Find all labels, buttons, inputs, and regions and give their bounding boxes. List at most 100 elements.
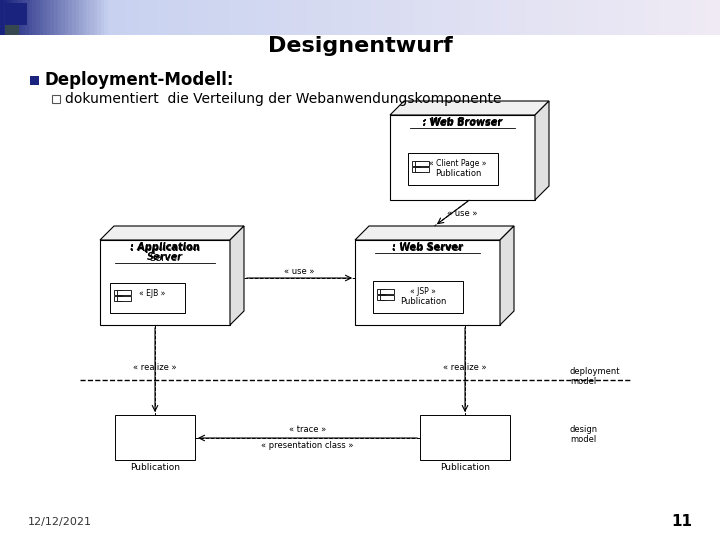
Bar [605, 0, 609, 35]
Bar [436, 0, 440, 35]
Bar [558, 0, 562, 35]
Bar [446, 0, 451, 35]
Bar [223, 0, 228, 35]
Bar [158, 0, 163, 35]
Bar [371, 0, 375, 35]
Bar [420, 415, 510, 460]
Text: « use »: « use » [446, 208, 477, 218]
Bar [378, 0, 382, 35]
Bar [191, 0, 195, 35]
Bar [176, 0, 181, 35]
Bar [234, 0, 238, 35]
Text: Publication: Publication [435, 170, 481, 179]
Bar [407, 0, 411, 35]
Bar [652, 0, 656, 35]
Bar [230, 0, 235, 35]
Bar [377, 295, 385, 300]
Text: Deployment-Modell:: Deployment-Modell: [45, 71, 235, 89]
Bar [580, 0, 584, 35]
Bar [22, 0, 26, 35]
Bar [479, 0, 483, 35]
Bar [374, 0, 379, 35]
Bar [50, 0, 55, 35]
Bar [392, 0, 397, 35]
Bar [493, 0, 498, 35]
Bar [641, 0, 645, 35]
Bar [0, 0, 4, 35]
Polygon shape [230, 226, 244, 325]
Bar [313, 0, 318, 35]
Bar [364, 0, 368, 35]
Bar [263, 0, 267, 35]
Bar [11, 0, 15, 35]
Bar [36, 0, 40, 35]
Bar [79, 0, 84, 35]
Bar [101, 0, 105, 35]
Bar [335, 0, 339, 35]
Bar [373, 281, 463, 313]
Bar [306, 0, 310, 35]
Bar [356, 0, 361, 35]
Bar [415, 167, 429, 172]
Text: : Web Browser: : Web Browser [423, 117, 502, 127]
Bar [202, 0, 206, 35]
Bar [702, 0, 706, 35]
Bar [104, 0, 109, 35]
Bar [412, 161, 420, 166]
Bar [612, 0, 616, 35]
Bar [450, 0, 454, 35]
Bar [4, 0, 8, 35]
Bar [500, 0, 505, 35]
Bar [115, 0, 120, 35]
Bar [698, 0, 703, 35]
Bar [18, 0, 22, 35]
Bar [526, 0, 530, 35]
Bar [320, 0, 325, 35]
Bar [590, 0, 595, 35]
Bar [594, 0, 598, 35]
Text: design: design [570, 426, 598, 435]
Bar [412, 167, 420, 172]
Bar [475, 0, 480, 35]
Bar [396, 0, 400, 35]
Bar [277, 0, 282, 35]
Bar [97, 0, 102, 35]
Bar [126, 0, 130, 35]
Bar [114, 290, 122, 295]
Bar [608, 0, 613, 35]
Bar [562, 0, 566, 35]
Bar [292, 0, 296, 35]
Bar [180, 0, 184, 35]
Bar [439, 0, 444, 35]
Bar [349, 0, 354, 35]
Bar [601, 0, 606, 35]
Bar [346, 0, 350, 35]
Bar [706, 0, 710, 35]
Text: deployment: deployment [570, 368, 621, 376]
Text: 12/12/2021: 12/12/2021 [28, 517, 92, 527]
Bar [117, 296, 131, 301]
Bar [410, 0, 415, 35]
Bar [544, 0, 548, 35]
Bar [76, 0, 80, 35]
Bar [626, 0, 631, 35]
Bar [587, 0, 591, 35]
Bar [389, 0, 393, 35]
Bar [241, 0, 246, 35]
Polygon shape [535, 101, 549, 200]
Bar [421, 0, 426, 35]
Bar [504, 0, 508, 35]
Bar [227, 0, 231, 35]
Bar [114, 296, 122, 301]
Bar [619, 0, 624, 35]
Bar [414, 0, 418, 35]
Bar [380, 289, 394, 294]
Bar [472, 0, 476, 35]
Bar [65, 0, 69, 35]
Text: Publication: Publication [130, 463, 180, 472]
Text: « use »: « use » [284, 267, 315, 275]
Bar [415, 161, 429, 166]
Bar [630, 0, 634, 35]
Bar [644, 0, 649, 35]
Bar [220, 0, 224, 35]
